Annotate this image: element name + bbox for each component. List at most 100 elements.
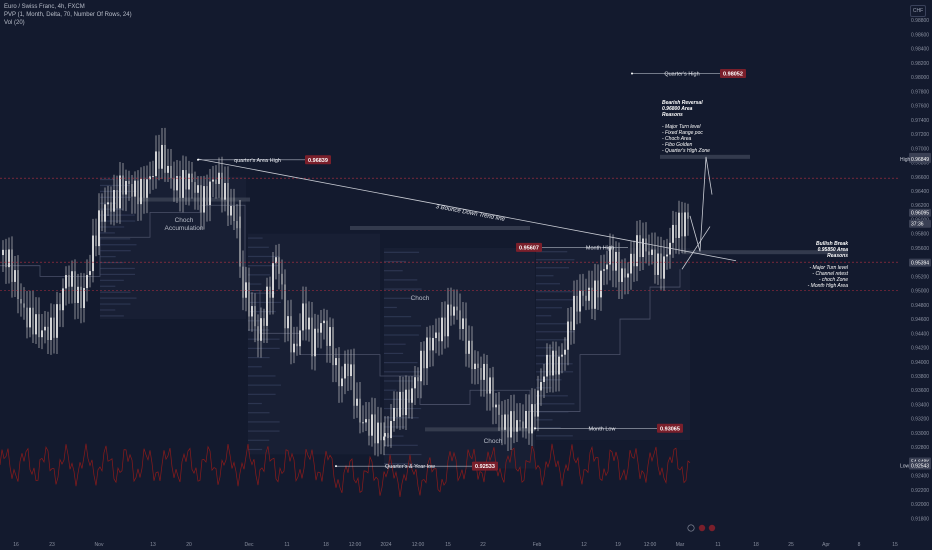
price-tick-label: 0.97200 — [911, 132, 929, 138]
candle-body — [684, 212, 686, 237]
volume-profile-row — [100, 267, 135, 270]
price-badge-label: 0.96095 — [911, 211, 929, 217]
candle-body — [681, 212, 683, 237]
candle-body — [501, 414, 503, 430]
candle-body — [633, 253, 635, 267]
candle-body — [161, 144, 163, 169]
time-tick-label: 12:00 — [644, 542, 657, 548]
zone-layer — [138, 154, 848, 432]
volume-profile-box — [248, 233, 380, 455]
candle-body — [390, 420, 392, 439]
candle-body — [275, 257, 277, 264]
volume-profile-row — [100, 315, 124, 317]
price-tick-label: 0.97800 — [911, 89, 929, 95]
level-label: Month Low — [589, 426, 616, 432]
level-anchor — [534, 427, 536, 430]
candle-body — [68, 275, 70, 287]
candle-body — [149, 176, 151, 180]
candle-body — [47, 326, 49, 341]
volume-profile-row — [536, 299, 574, 301]
candle-body — [426, 337, 428, 369]
candle-body — [170, 165, 172, 179]
volume-legend[interactable]: Vol (20) — [4, 20, 25, 26]
candle-body — [224, 183, 226, 200]
candle-body — [657, 253, 659, 275]
volume-profile-row — [100, 303, 131, 305]
candle-body — [567, 321, 569, 350]
price-badge — [909, 219, 931, 228]
candle-body — [371, 414, 373, 436]
currency-badge[interactable]: CHF — [910, 5, 926, 17]
candle-body — [41, 330, 43, 338]
price-badge-label: 37:36 — [911, 222, 924, 228]
candle-body — [269, 286, 271, 298]
volume-profile-row — [100, 226, 125, 228]
volume-profile-row — [100, 285, 116, 287]
time-tick-label: 8 — [858, 542, 861, 548]
volume-profile-row — [248, 412, 270, 414]
time-tick-label: 25 — [788, 542, 794, 548]
candle-body — [287, 316, 289, 329]
candle-body — [164, 144, 166, 173]
candle-body — [480, 367, 482, 380]
price-badge — [909, 208, 931, 217]
volume-profile-row — [248, 255, 280, 258]
volume-profile-row — [248, 301, 281, 304]
candle-body — [329, 327, 331, 346]
price-tick-label: 0.92200 — [911, 488, 929, 494]
price-tick-label: 0.94200 — [911, 346, 929, 352]
candle-body — [29, 307, 31, 328]
volume-profile-row — [536, 363, 573, 365]
candle-body — [2, 249, 4, 256]
candle-body — [420, 350, 422, 382]
volume-profile-row — [248, 421, 280, 423]
volume-profile-row — [248, 292, 276, 294]
volume-profile-row — [536, 379, 562, 381]
volume-profile-row — [384, 279, 418, 281]
volume-profile-row — [100, 273, 136, 276]
price-tick-label: 0.97400 — [911, 118, 929, 124]
candle-body — [609, 246, 611, 265]
bearish-reversal-note: - Fibo Golden — [662, 142, 693, 148]
price-tick-label: 0.94800 — [911, 303, 929, 309]
volume-profile-row — [536, 307, 562, 309]
price-tick-label: 0.96200 — [911, 203, 929, 209]
candle-body — [167, 165, 169, 173]
price-tick-label: 0.95200 — [911, 274, 929, 280]
candle-body — [561, 354, 563, 357]
volume-profile-row — [536, 251, 568, 253]
bearish-reversal-note: - Quarter's High Zone — [662, 148, 710, 154]
candle-body — [368, 419, 370, 436]
level-label: quarter's Area High — [234, 158, 281, 164]
time-axis[interactable]: 16 23 Nov 13 20 Dec 11 18 12:00 2024 12:00 15 22 Feb 1… — [13, 542, 898, 548]
indicator-legend[interactable]: PVP (1, Month, Delta, 70, Number Of Rows… — [4, 12, 132, 18]
candle-body — [516, 420, 518, 432]
volume-profile-row — [384, 306, 397, 309]
volume-profile-row — [248, 430, 280, 432]
price-tick-label: 0.96400 — [911, 189, 929, 195]
supply-demand-zone — [425, 427, 535, 432]
candle-body — [122, 175, 124, 195]
candle-body — [450, 304, 452, 316]
poc-step-line — [0, 204, 681, 412]
candle-body — [654, 249, 656, 275]
volume-profile-row — [384, 362, 418, 364]
candle-body — [152, 176, 154, 177]
choch-label: Choch — [175, 217, 194, 224]
volume-profile-row — [100, 279, 124, 281]
bullish-break-note: - choch Zone — [819, 277, 848, 283]
candle-body — [59, 304, 61, 311]
candle-body — [411, 388, 413, 403]
volume-profile-row — [384, 260, 407, 263]
candle-body — [663, 256, 665, 279]
volume-profile-row — [248, 311, 276, 313]
volume-profile-row — [536, 347, 554, 349]
candle-body — [645, 238, 647, 252]
volume-profile-row — [384, 389, 397, 391]
price-axis[interactable]: 0.98800 0.98600 0.98400 0.98200 0.98000 0.978… — [900, 18, 931, 522]
candle-body — [498, 404, 500, 415]
candle-body — [86, 274, 88, 289]
candle-body — [131, 184, 133, 197]
volume-profile-row — [536, 371, 574, 373]
